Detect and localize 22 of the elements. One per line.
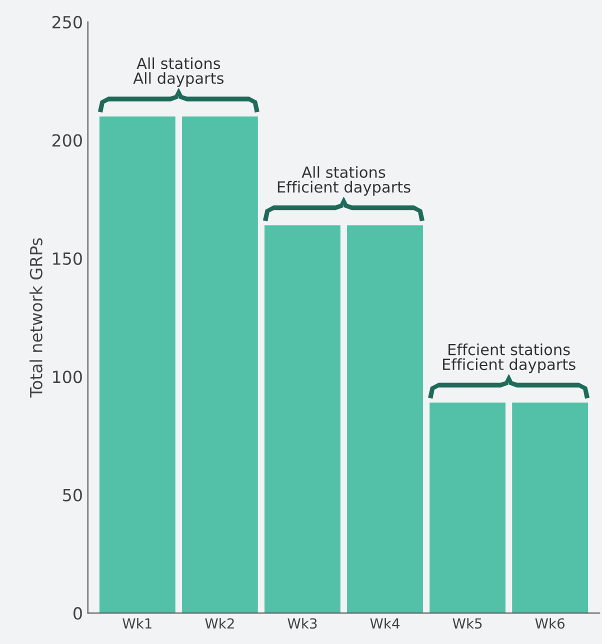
- x-tick-label: Wk5: [452, 618, 482, 629]
- annotation: All stations Efficient dayparts: [278, 166, 410, 196]
- bar: [264, 225, 340, 614]
- y-tick-label: 200: [52, 134, 82, 147]
- bar: [347, 225, 423, 614]
- x-tick-label: Wk6: [535, 618, 565, 629]
- y-tick-label: 150: [53, 252, 82, 265]
- bar: [430, 402, 506, 614]
- y-axis-title: Total network GRPs: [30, 238, 42, 398]
- x-tick-label: Wk2: [205, 618, 234, 629]
- y-tick-label: 50: [63, 488, 82, 502]
- x-tick-label: Wk1: [122, 618, 152, 629]
- annotation: All stations All dayparts: [133, 57, 224, 87]
- x-tick-label: Wk4: [370, 618, 400, 629]
- y-tick-label: 0: [74, 607, 82, 620]
- bar: [512, 402, 588, 614]
- y-tick-label: 250: [52, 16, 82, 28]
- annotation: Effcient stations Efficient dayparts: [442, 343, 576, 374]
- x-tick-label: Wk3: [288, 618, 317, 629]
- bar: [99, 116, 176, 614]
- bar: [182, 116, 258, 614]
- y-tick-label: 100: [53, 370, 82, 384]
